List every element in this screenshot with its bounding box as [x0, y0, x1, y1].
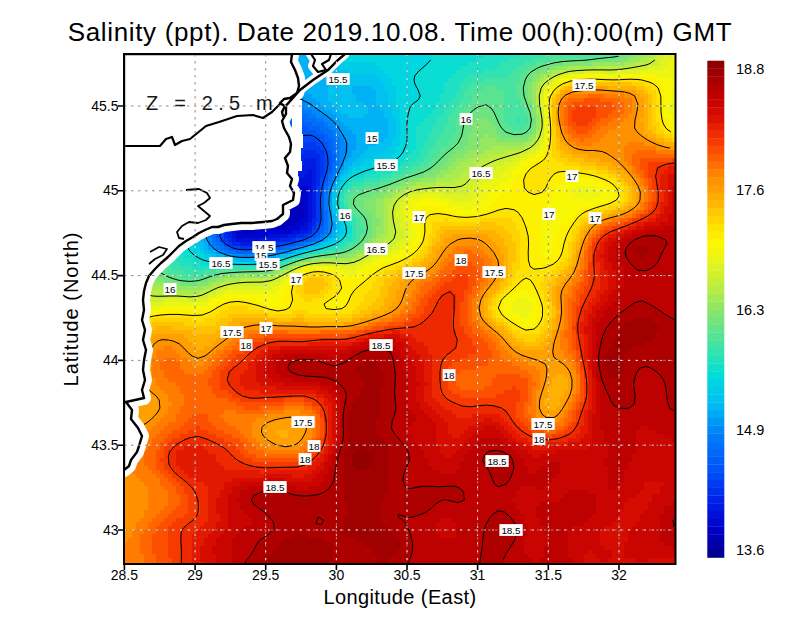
svg-text:17.6: 17.6 [736, 182, 764, 198]
svg-text:29.5: 29.5 [252, 567, 279, 583]
svg-text:15: 15 [367, 133, 378, 144]
svg-text:30.5: 30.5 [393, 567, 420, 583]
svg-text:18: 18 [300, 454, 311, 465]
svg-text:16.5: 16.5 [366, 244, 386, 255]
svg-text:17: 17 [567, 171, 578, 182]
svg-text:32: 32 [611, 567, 627, 583]
svg-text:17: 17 [291, 274, 302, 285]
svg-text:18.5: 18.5 [501, 525, 521, 536]
svg-text:44.5: 44.5 [91, 267, 118, 283]
svg-text:Latitude (North): Latitude (North) [60, 232, 82, 387]
svg-text:17: 17 [261, 323, 272, 334]
svg-text:18: 18 [309, 441, 320, 452]
svg-text:Salinity (ppt). Date 2019.10.0: Salinity (ppt). Date 2019.10.08. Time 00… [68, 17, 732, 47]
svg-text:45: 45 [103, 182, 119, 198]
svg-text:44: 44 [103, 352, 119, 368]
svg-text:17.5: 17.5 [533, 419, 553, 430]
svg-text:Z = 2.5 m: Z = 2.5 m [146, 92, 278, 114]
svg-text:15.5: 15.5 [328, 74, 348, 85]
svg-text:15.5: 15.5 [376, 160, 396, 171]
svg-text:16.3: 16.3 [736, 302, 764, 318]
svg-text:14.9: 14.9 [736, 422, 764, 438]
svg-text:17.5: 17.5 [404, 268, 424, 279]
svg-text:28.5: 28.5 [111, 567, 138, 583]
svg-text:18: 18 [456, 255, 467, 266]
svg-text:18.8: 18.8 [736, 61, 764, 77]
svg-text:18.5: 18.5 [487, 456, 507, 467]
svg-text:17: 17 [414, 212, 425, 223]
svg-text:30: 30 [329, 567, 345, 583]
svg-text:Longitude (East): Longitude (East) [323, 586, 476, 608]
svg-text:18: 18 [534, 434, 545, 445]
svg-text:16.5: 16.5 [471, 168, 491, 179]
svg-text:31: 31 [470, 567, 486, 583]
svg-text:17.5: 17.5 [222, 327, 242, 338]
svg-text:16: 16 [340, 210, 351, 221]
svg-text:18: 18 [444, 370, 455, 381]
svg-text:31.5: 31.5 [535, 567, 562, 583]
svg-text:17.5: 17.5 [574, 80, 594, 91]
svg-text:18: 18 [241, 340, 252, 351]
svg-text:43.5: 43.5 [91, 437, 118, 453]
svg-text:17.5: 17.5 [293, 417, 313, 428]
svg-text:18.5: 18.5 [265, 482, 285, 493]
svg-text:17: 17 [544, 209, 555, 220]
svg-text:13.6: 13.6 [736, 542, 764, 558]
svg-text:29: 29 [187, 567, 203, 583]
svg-text:17: 17 [590, 213, 601, 224]
svg-text:16: 16 [461, 114, 472, 125]
svg-text:43: 43 [103, 522, 119, 538]
svg-text:45.5: 45.5 [91, 98, 118, 114]
svg-text:15.5: 15.5 [258, 259, 278, 270]
svg-text:17.5: 17.5 [484, 267, 504, 278]
svg-text:18.5: 18.5 [371, 340, 391, 351]
svg-text:16.5: 16.5 [211, 258, 231, 269]
svg-text:16: 16 [165, 284, 176, 295]
